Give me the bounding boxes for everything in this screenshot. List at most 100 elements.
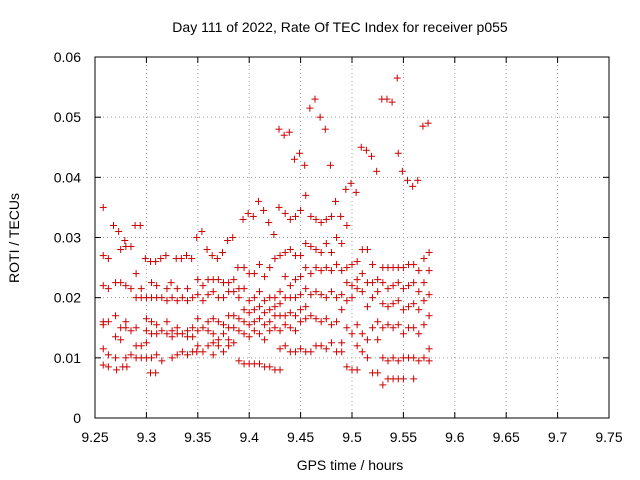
data-point: [104, 318, 112, 326]
data-point: [266, 264, 274, 272]
data-point: [353, 321, 361, 329]
data-point: [307, 312, 315, 320]
data-point: [255, 288, 263, 296]
data-point: [322, 240, 330, 248]
data-point: [394, 149, 402, 157]
data-point: [204, 342, 212, 350]
data-point: [369, 279, 377, 287]
data-point: [343, 297, 351, 305]
data-point: [312, 288, 320, 296]
data-point: [317, 291, 325, 299]
data-point: [343, 221, 351, 229]
data-point: [399, 306, 407, 314]
data-point: [132, 324, 140, 332]
data-point: [399, 285, 407, 293]
data-point: [286, 324, 294, 332]
data-point: [307, 348, 315, 356]
data-point: [281, 321, 289, 329]
data-point: [194, 315, 202, 323]
data-point: [291, 212, 299, 220]
data-point: [127, 351, 135, 359]
grid-lines: [95, 57, 609, 418]
data-point: [203, 246, 211, 254]
data-point: [333, 294, 341, 302]
data-point: [353, 276, 361, 284]
data-point: [220, 294, 227, 302]
data-point: [363, 354, 371, 362]
data-point: [240, 306, 248, 314]
data-point: [291, 312, 299, 320]
data-point: [184, 327, 192, 335]
data-point: [419, 122, 427, 130]
data-point: [358, 330, 366, 338]
data-point: [358, 270, 366, 278]
data-point: [363, 336, 371, 344]
data-point: [271, 255, 279, 263]
data-point: [194, 327, 202, 335]
y-tick-label: 0: [73, 410, 81, 426]
data-point: [301, 161, 309, 169]
data-point: [152, 258, 160, 266]
data-point: [347, 179, 355, 187]
data-point: [204, 327, 212, 335]
x-tick-label: 9.35: [184, 429, 211, 445]
data-point: [261, 309, 269, 317]
data-point: [121, 237, 129, 245]
data-point: [394, 297, 402, 305]
data-point: [302, 285, 310, 293]
data-point: [117, 279, 125, 287]
data-point: [104, 363, 112, 371]
data-point: [245, 333, 253, 341]
data-point: [255, 303, 263, 311]
data-point: [286, 215, 294, 223]
data-point: [265, 218, 273, 226]
data-point: [343, 363, 351, 371]
data-point: [420, 255, 428, 263]
data-point: [260, 206, 268, 214]
data-point: [184, 285, 192, 293]
data-point: [363, 246, 371, 254]
data-point: [266, 363, 274, 371]
data-point: [358, 288, 366, 296]
data-point: [142, 339, 150, 347]
data-point: [163, 318, 171, 326]
data-point: [261, 321, 269, 329]
data-point: [369, 261, 377, 269]
data-point: [225, 342, 233, 350]
data-point: [163, 285, 171, 293]
data-point: [250, 306, 258, 314]
data-point: [99, 252, 107, 260]
data-point: [291, 327, 299, 335]
data-point: [312, 264, 320, 272]
data-point: [115, 227, 123, 235]
data-point: [137, 342, 145, 350]
data-point: [157, 255, 165, 263]
data-point: [218, 249, 226, 257]
data-point: [189, 324, 197, 332]
data-point: [122, 324, 130, 332]
data-point: [312, 215, 320, 223]
data-point: [405, 282, 413, 290]
data-point: [270, 230, 278, 238]
data-point: [112, 354, 120, 362]
data-point: [148, 318, 156, 326]
x-tick-label: 9.6: [445, 429, 465, 445]
data-point: [338, 240, 346, 248]
data-point: [281, 273, 289, 281]
data-point: [358, 348, 366, 356]
data-point: [271, 294, 279, 302]
data-point: [317, 318, 325, 326]
data-point: [399, 375, 407, 383]
data-point: [297, 318, 305, 326]
data-point: [142, 315, 150, 323]
data-point: [168, 294, 176, 302]
data-point: [362, 146, 370, 154]
data-point: [266, 327, 274, 335]
data-point: [193, 348, 201, 356]
data-point: [122, 318, 130, 326]
data-point: [404, 176, 412, 184]
data-point: [374, 276, 382, 284]
data-point: [189, 333, 197, 341]
data-point: [235, 315, 243, 323]
data-point: [399, 330, 407, 338]
